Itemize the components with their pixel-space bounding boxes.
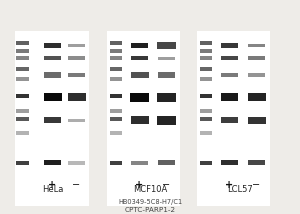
Bar bbox=[248, 43, 265, 47]
Text: −: − bbox=[252, 180, 261, 190]
Bar bbox=[44, 117, 61, 123]
Bar bbox=[110, 49, 122, 53]
Bar bbox=[220, 160, 238, 165]
Bar bbox=[200, 56, 211, 60]
Text: CPTC-PARP1-2: CPTC-PARP1-2 bbox=[124, 207, 176, 213]
Bar bbox=[16, 49, 28, 53]
Bar bbox=[110, 109, 122, 113]
Bar bbox=[16, 131, 28, 135]
Bar bbox=[200, 77, 211, 81]
Bar bbox=[15, 31, 88, 206]
Bar bbox=[248, 93, 266, 101]
Bar bbox=[68, 161, 85, 165]
Text: +: + bbox=[48, 180, 57, 190]
Bar bbox=[248, 117, 266, 124]
Bar bbox=[44, 93, 62, 101]
Bar bbox=[110, 77, 122, 81]
Text: +: + bbox=[225, 180, 234, 190]
Bar bbox=[131, 161, 148, 165]
Bar bbox=[200, 117, 211, 121]
Bar bbox=[44, 72, 61, 78]
Bar bbox=[110, 161, 122, 165]
Bar bbox=[221, 73, 238, 77]
Bar bbox=[200, 94, 211, 98]
Bar bbox=[16, 117, 28, 121]
Bar bbox=[157, 42, 176, 49]
Bar bbox=[157, 116, 176, 125]
Text: +: + bbox=[135, 180, 144, 190]
Bar bbox=[221, 43, 238, 48]
Bar bbox=[130, 93, 149, 102]
Bar bbox=[110, 56, 122, 60]
Bar bbox=[16, 94, 28, 98]
Bar bbox=[248, 56, 265, 60]
Bar bbox=[106, 31, 180, 206]
Bar bbox=[157, 93, 176, 102]
Text: −: − bbox=[162, 180, 171, 190]
Bar bbox=[68, 94, 85, 101]
Text: HeLa: HeLa bbox=[42, 185, 63, 194]
Bar bbox=[158, 72, 175, 78]
Bar bbox=[248, 160, 265, 165]
Bar bbox=[16, 109, 28, 113]
Bar bbox=[220, 117, 238, 123]
Bar bbox=[68, 73, 85, 77]
Bar bbox=[16, 67, 28, 71]
Bar bbox=[131, 56, 148, 60]
Bar bbox=[68, 56, 85, 60]
Bar bbox=[44, 56, 61, 60]
Bar bbox=[200, 109, 211, 113]
Bar bbox=[110, 131, 122, 135]
Bar bbox=[16, 56, 28, 60]
Bar bbox=[131, 43, 148, 48]
Text: LCL57: LCL57 bbox=[227, 185, 253, 194]
Bar bbox=[68, 119, 85, 122]
Text: −: − bbox=[72, 180, 81, 190]
Bar bbox=[16, 42, 28, 45]
Bar bbox=[16, 161, 28, 165]
Bar bbox=[200, 131, 211, 135]
Bar bbox=[200, 49, 211, 53]
Text: MCF10A: MCF10A bbox=[133, 185, 167, 194]
Bar bbox=[110, 117, 122, 121]
Bar bbox=[130, 116, 148, 125]
Bar bbox=[130, 72, 148, 78]
Bar bbox=[200, 67, 211, 71]
Bar bbox=[110, 94, 122, 98]
Bar bbox=[196, 31, 270, 206]
Bar bbox=[158, 160, 175, 165]
Text: HB0349-5C8-H7/C1: HB0349-5C8-H7/C1 bbox=[118, 199, 182, 205]
Bar bbox=[110, 67, 122, 71]
Bar bbox=[200, 161, 211, 165]
Bar bbox=[220, 93, 238, 101]
Bar bbox=[110, 42, 122, 45]
Bar bbox=[158, 56, 175, 60]
Bar bbox=[16, 77, 28, 81]
Bar bbox=[248, 73, 265, 77]
Bar bbox=[44, 43, 61, 48]
Bar bbox=[68, 44, 85, 47]
Bar bbox=[221, 56, 238, 60]
Bar bbox=[200, 42, 211, 45]
Bar bbox=[44, 160, 61, 165]
